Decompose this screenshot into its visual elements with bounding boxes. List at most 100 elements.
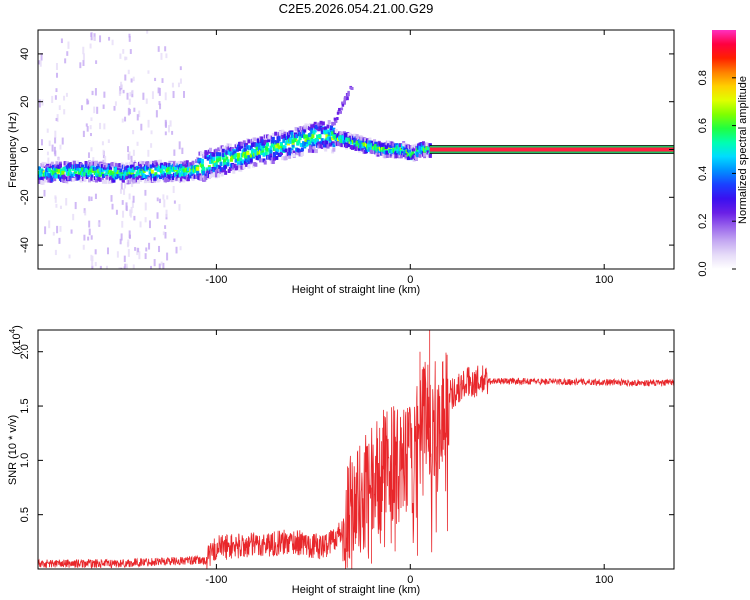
- speckle: [87, 100, 90, 105]
- heat-cell: [163, 162, 167, 167]
- heat-cell: [286, 135, 290, 140]
- heat-cell: [290, 133, 294, 138]
- heat-cell: [328, 142, 332, 147]
- speckle: [91, 255, 94, 262]
- heat-cell: [121, 178, 125, 183]
- heat-cell: [425, 142, 429, 147]
- heat-cell: [62, 166, 66, 171]
- speckle: [151, 91, 154, 100]
- heat-cell: [148, 168, 152, 173]
- heat-cell: [266, 147, 270, 152]
- heat-cell: [222, 167, 226, 172]
- heat-cell: [154, 172, 158, 177]
- speckle: [131, 200, 134, 208]
- speckle: [162, 262, 165, 269]
- heat-cell: [212, 157, 216, 162]
- speckle: [99, 265, 102, 269]
- heat-cell: [131, 170, 135, 175]
- spectrogram-heatmap: [38, 30, 674, 269]
- speckle: [111, 203, 114, 210]
- heat-cell: [132, 179, 136, 184]
- heat-cell: [271, 132, 275, 137]
- heat-cell: [295, 127, 299, 132]
- heat-cell: [380, 143, 384, 148]
- heat-cell: [283, 134, 287, 139]
- heat-cell: [219, 162, 223, 167]
- heat-cell: [233, 150, 237, 155]
- heat-cell: [198, 157, 202, 162]
- speckle: [65, 92, 68, 97]
- speckle: [156, 197, 159, 202]
- speckle: [60, 38, 63, 44]
- speckle: [173, 149, 176, 156]
- heat-cell: [68, 168, 72, 173]
- speckle: [128, 193, 131, 200]
- heat-cell: [182, 167, 186, 172]
- heat-cell: [78, 168, 82, 173]
- speckle: [93, 106, 96, 114]
- speckle: [158, 198, 161, 204]
- heat-cell: [101, 179, 105, 184]
- heat-cell: [269, 153, 273, 158]
- heat-cell: [182, 164, 186, 169]
- heat-cell: [146, 165, 150, 170]
- heat-cell: [191, 160, 195, 165]
- heat-cell: [314, 149, 318, 154]
- heat-cell: [238, 147, 242, 152]
- speckle: [102, 149, 105, 156]
- speckle: [179, 66, 182, 71]
- heat-cell: [298, 149, 302, 154]
- heat-cell: [254, 162, 258, 167]
- spur-cell: [334, 119, 338, 123]
- speckle: [87, 236, 90, 241]
- speckle: [124, 116, 127, 122]
- spur-cell: [346, 97, 349, 101]
- chart-title: C2E5.2026.054.21.00.G29: [279, 1, 434, 16]
- heat-cell: [325, 134, 329, 139]
- heat-cell: [291, 143, 295, 148]
- y-tick-label: 0: [19, 146, 31, 152]
- spur-cell: [339, 110, 342, 114]
- heat-cell: [271, 135, 275, 140]
- heat-cell: [411, 144, 415, 149]
- heat-cell: [340, 143, 344, 148]
- speckle: [178, 204, 181, 211]
- heat-cell: [139, 178, 143, 183]
- heat-cell: [319, 141, 323, 146]
- speckle: [47, 157, 50, 166]
- speckle: [178, 141, 181, 150]
- y-scale-prefix: (x10: [11, 333, 23, 354]
- speckle: [164, 119, 167, 127]
- heat-cell: [264, 139, 268, 144]
- x-tick-label: 100: [595, 274, 613, 286]
- speckle: [87, 152, 90, 158]
- heat-cell: [234, 153, 238, 158]
- spur-cell: [333, 122, 336, 126]
- heat-cell: [185, 174, 189, 179]
- speckle: [172, 185, 175, 194]
- heat-cell: [239, 167, 243, 172]
- heat-cell: [416, 153, 420, 158]
- heat-cell: [153, 163, 157, 168]
- speckle: [114, 101, 117, 106]
- speckle: [94, 261, 97, 267]
- heat-cell: [55, 161, 59, 166]
- heat-cell: [41, 180, 45, 185]
- speckle: [154, 77, 157, 82]
- bottom-x-axis-label: Height of straight line (km): [292, 584, 420, 596]
- speckle: [155, 110, 158, 118]
- heat-cell: [267, 138, 271, 143]
- speckle: [66, 51, 69, 56]
- speckle: [58, 237, 61, 244]
- heat-cell: [218, 152, 222, 157]
- speckle: [56, 225, 59, 234]
- heat-cell: [171, 175, 175, 180]
- heat-cell: [129, 174, 133, 179]
- heat-cell: [313, 121, 317, 126]
- spur-cell: [349, 86, 353, 90]
- heat-cell: [93, 170, 97, 175]
- heat-cell: [84, 164, 88, 169]
- speckle: [132, 149, 135, 156]
- speckle: [51, 144, 54, 152]
- heat-cell: [184, 163, 188, 168]
